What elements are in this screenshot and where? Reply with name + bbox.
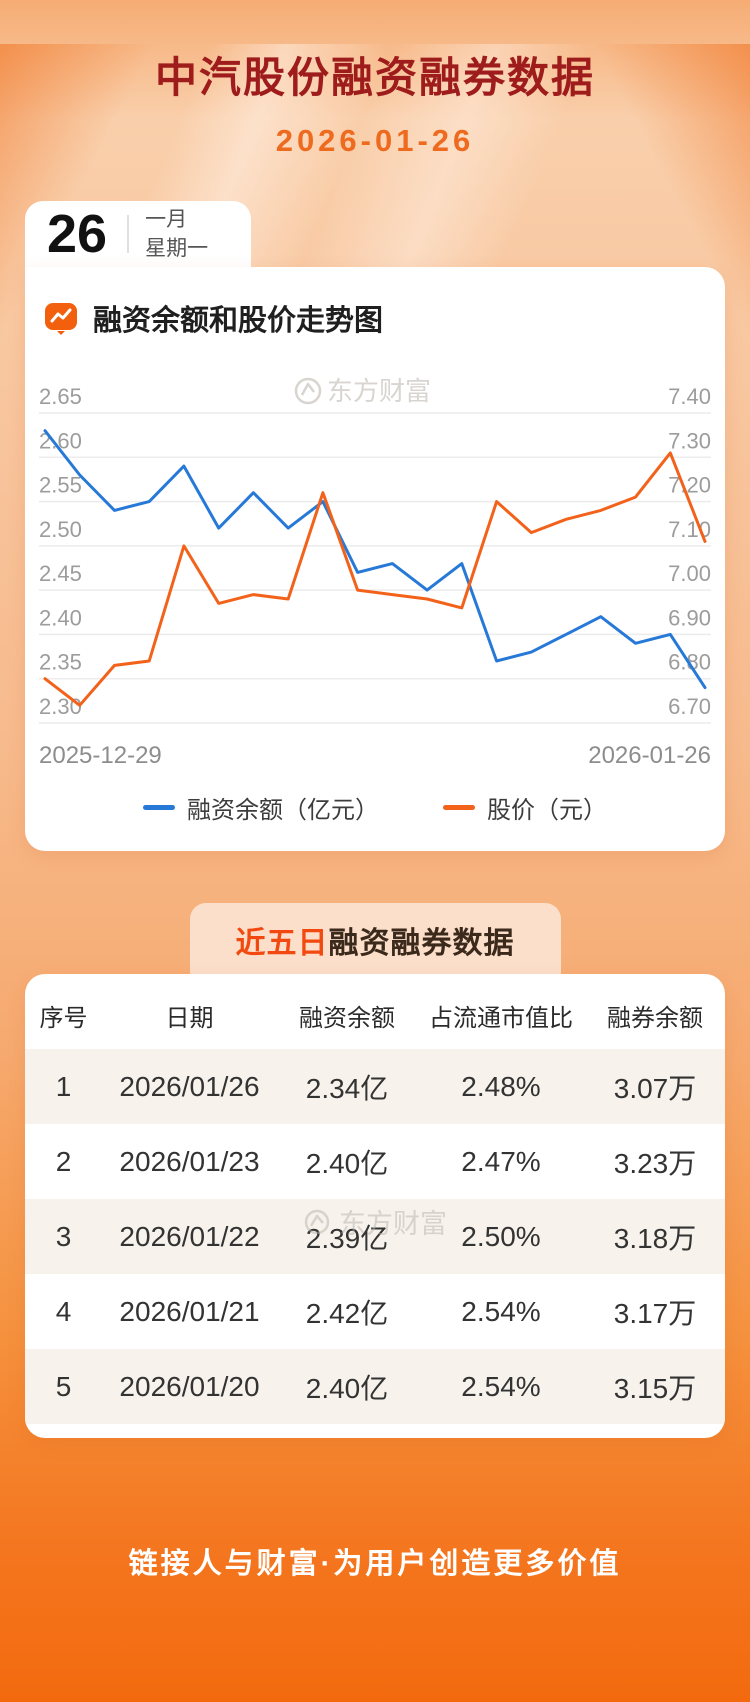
table-body: 1 2026/01/26 2.34亿 2.48% 3.07万 2 2026/01/23 2.4… (25, 1049, 725, 1424)
table-cell: 2.42亿 (305, 1297, 389, 1329)
column-header-short-balance: 融券余额 (607, 1005, 703, 1032)
svg-text:2.30: 2.30 (39, 694, 82, 719)
legend-label: 股价（元） (487, 797, 607, 824)
date-badge-month: 一月 (145, 207, 188, 231)
table-cell: 2026/01/26 (119, 1070, 260, 1102)
table-cell: 1 (55, 1070, 72, 1102)
column-header-index: 序号 (39, 1005, 88, 1032)
svg-text:2.45: 2.45 (39, 561, 82, 586)
table-cell: 2026/01/21 (119, 1295, 260, 1327)
table-cell: 2.39亿 (305, 1222, 389, 1254)
table-row: 2 2026/01/23 2.40亿 2.47% 3.23万 (25, 1124, 725, 1199)
table-cell: 4 (55, 1295, 72, 1327)
table-title-rest: 融资融券数据 (328, 927, 515, 960)
table-cell: 2.40亿 (305, 1147, 389, 1179)
chart-header: 融资余额和股价走势图 (25, 297, 725, 339)
legend-label: 融资余额（亿元） (187, 797, 379, 824)
column-header-float-ratio: 占流通市值比 (429, 1005, 573, 1032)
table-header-row: 序号 日期 融资余额 占流通市值比 融券余额 (25, 992, 725, 1049)
series-stock-price-line (43, 451, 707, 707)
svg-text:7.00: 7.00 (668, 561, 711, 586)
chart-axis-left-labels: 2.652.602.552.502.452.402.352.30 (39, 384, 82, 719)
table-cell: 2.40亿 (305, 1372, 389, 1404)
svg-text:2.35: 2.35 (39, 650, 82, 675)
table-cell: 5 (55, 1370, 72, 1402)
table-cell: 2026/01/22 (119, 1220, 260, 1252)
table-cell: 2.34亿 (305, 1072, 389, 1104)
chart-axis-right-labels: 7.407.307.207.107.006.906.806.70 (668, 384, 711, 719)
legend-item-stock-price: 股价（元） (443, 790, 607, 825)
chart-watermark-text: 东方财富 (327, 376, 431, 406)
table-cell: 2.48% (461, 1070, 541, 1102)
svg-text:6.70: 6.70 (668, 694, 711, 719)
legend-item-margin-balance: 融资余额（亿元） (143, 790, 379, 825)
table-cell: 3.15万 (613, 1372, 697, 1404)
svg-text:7.40: 7.40 (668, 384, 711, 409)
table-cell: 2.54% (461, 1370, 541, 1402)
footer-slogan: 链接人与财富·为用户创造更多价值 (128, 1548, 622, 1580)
trend-chart-svg: 东方财富 2.652.602.552.502.452.402.352.30 7.… (39, 376, 711, 769)
svg-text:2.50: 2.50 (39, 517, 82, 542)
date-badge-divider (127, 215, 130, 253)
legend-swatch (143, 805, 175, 810)
eastmoney-logo-watermark (294, 377, 322, 405)
page-date: 2026-01-26 (275, 123, 475, 158)
date-badge-day: 26 (47, 204, 108, 264)
svg-text:2.65: 2.65 (39, 384, 82, 409)
x-axis-start-label: 2025-12-29 (39, 742, 162, 769)
table-row: 5 2026/01/20 2.40亿 2.54% 3.15万 (25, 1349, 725, 1424)
chart-legend: 融资余额（亿元） 股价（元） (25, 790, 725, 825)
date-badge-weekday: 星期一 (145, 237, 209, 260)
page-title: 中汽股份融资融券数据 (154, 54, 595, 101)
table-cell: 2026/01/23 (119, 1145, 260, 1177)
svg-text:7.30: 7.30 (668, 428, 711, 453)
table-row: 3 2026/01/22 2.39亿 2.50% 3.18万 (25, 1199, 725, 1274)
table-cell: 3.23万 (613, 1147, 697, 1179)
table-cell: 2 (55, 1145, 72, 1177)
table-cell: 3.17万 (613, 1297, 697, 1329)
table-cell: 3 (55, 1220, 72, 1252)
series-margin-balance-line (43, 429, 707, 690)
date-badge: 26 一月 星期一 (25, 201, 251, 267)
svg-text:6.90: 6.90 (668, 605, 711, 630)
table-cell: 2.54% (461, 1295, 541, 1327)
column-header-margin-balance: 融资余额 (299, 1005, 395, 1032)
chart-watermark: 东方财富 (294, 376, 431, 406)
five-day-data-table: 东方财富 序号 日期 融资余额 占流通市值比 融券余额 1 2026/01/26 2… (25, 974, 725, 1438)
trend-chart-card: 融资余额和股价走势图 东方财富 2.65 2.60 2.55 2.50 2.45 2.40… (25, 267, 725, 851)
table-cell: 2.50% (461, 1220, 541, 1252)
table-cell: 2.47% (461, 1145, 541, 1177)
chart-icon (43, 300, 79, 336)
table-cell: 3.07万 (613, 1072, 697, 1104)
legend-swatch (443, 805, 475, 810)
chart-title: 融资余额和股价走势图 (93, 305, 384, 337)
svg-text:2.40: 2.40 (39, 605, 82, 630)
table-row: 1 2026/01/26 2.34亿 2.48% 3.07万 (25, 1049, 725, 1124)
svg-text:2.55: 2.55 (39, 473, 82, 498)
table-cell: 3.18万 (613, 1222, 697, 1254)
column-header-date: 日期 (165, 1005, 214, 1032)
table-row: 4 2026/01/21 2.42亿 2.54% 3.17万 (25, 1274, 725, 1349)
table-cell: 2026/01/20 (119, 1370, 260, 1402)
table-title-highlight: 近五日 (235, 927, 329, 960)
svg-text:7.20: 7.20 (668, 473, 711, 498)
x-axis-end-label: 2026-01-26 (588, 742, 711, 769)
